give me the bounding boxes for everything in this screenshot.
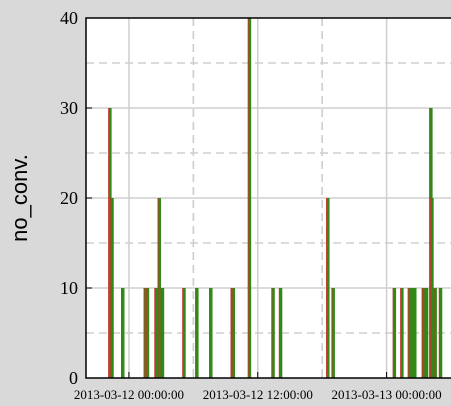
bar-fill	[158, 198, 161, 378]
bar	[231, 288, 236, 378]
y-tick-label: 10	[60, 278, 78, 298]
bar-fill	[122, 288, 125, 378]
bar-series	[108, 18, 443, 378]
bar	[157, 198, 161, 378]
bar-fill	[414, 288, 417, 378]
bar	[247, 18, 252, 378]
bar	[430, 198, 434, 378]
bar	[145, 288, 150, 378]
bar	[326, 198, 330, 378]
y-tick-label: 20	[60, 188, 78, 208]
bar-fill	[439, 288, 443, 378]
bar	[160, 288, 165, 378]
bar-fill	[161, 288, 165, 378]
bar-fill	[196, 288, 199, 378]
bar	[182, 288, 186, 378]
bar	[110, 198, 114, 378]
bar	[438, 288, 443, 378]
bar	[195, 288, 199, 378]
bar-fill	[327, 198, 330, 378]
bar	[407, 288, 412, 378]
bar-fill	[111, 198, 114, 378]
bar-fill	[408, 288, 412, 378]
bar	[154, 288, 158, 378]
bar-fill	[146, 288, 150, 378]
grid-lines	[86, 18, 451, 378]
bar-fill	[210, 288, 213, 378]
bar-fill	[232, 288, 236, 378]
x-tick-label: 2013-03-12 12:00:00	[203, 387, 313, 402]
bar	[400, 288, 404, 378]
bar	[121, 288, 125, 378]
bar-fill	[431, 198, 434, 378]
bar	[433, 288, 437, 378]
bar-fill	[155, 288, 158, 378]
bar-fill	[393, 288, 397, 378]
bar-fill	[401, 288, 404, 378]
bar-fill	[183, 288, 186, 378]
bar	[278, 288, 283, 378]
x-tick-label: 2013-03-13 00:00:00	[332, 387, 442, 402]
y-tick-label: 0	[69, 368, 78, 388]
bar	[331, 288, 335, 378]
bar-fill	[434, 288, 437, 378]
bar-fill	[332, 288, 335, 378]
y-axis-label: no_conv.	[7, 154, 32, 242]
bar	[413, 288, 417, 378]
x-axis: 2013-03-12 00:00:00 2013-03-12 12:00:00 20…	[74, 372, 442, 402]
bar-fill	[248, 18, 252, 378]
y-axis: 0 10 20 30 40	[60, 8, 92, 388]
x-tick-label: 2013-03-12 00:00:00	[74, 387, 184, 402]
bar-fill	[279, 288, 283, 378]
bar	[209, 288, 213, 378]
bar	[392, 288, 397, 378]
y-tick-label: 30	[60, 98, 78, 118]
bar	[271, 288, 275, 378]
bar-fill	[272, 288, 275, 378]
bar-fill	[425, 288, 429, 378]
bar	[424, 288, 429, 378]
y-tick-label: 40	[60, 8, 78, 28]
